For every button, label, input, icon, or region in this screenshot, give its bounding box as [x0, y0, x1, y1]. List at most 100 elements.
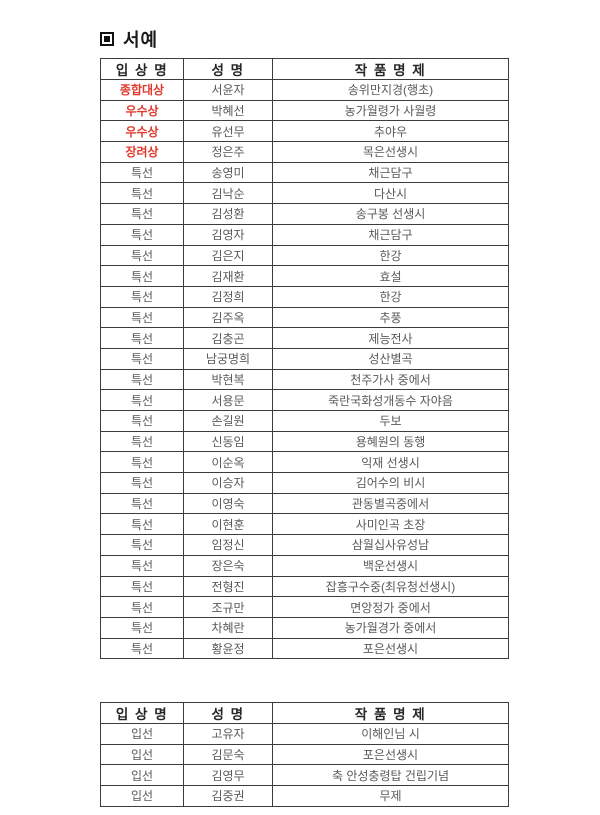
award-cell: 특선	[100, 306, 184, 329]
table-row: 입선 김중권 무제	[100, 785, 509, 807]
award-cell: 입선	[100, 764, 184, 787]
award-cell: 장려상	[100, 141, 184, 163]
award-cell: 특선	[100, 596, 184, 618]
column-header-2: 작 품 명 제	[272, 58, 509, 80]
column-header-0: 입 상 명	[100, 58, 184, 80]
award-cell: 특선	[100, 182, 184, 205]
award-cell: 특선	[100, 203, 184, 225]
award-cell: 특선	[100, 637, 184, 660]
table-row: 우수상 박혜선 농가월령가 사월령	[100, 99, 509, 122]
name-cell: 송영미	[183, 161, 273, 184]
table-row: 입선 고유자 이해인님 시	[100, 723, 509, 745]
name-cell: 김영자	[183, 223, 273, 246]
work-cell: 포은선생시	[272, 637, 509, 660]
name-cell: 전형진	[183, 575, 273, 598]
table-row: 특선 송영미 채근담구	[100, 161, 509, 184]
award-cell: 우수상	[100, 99, 184, 122]
work-cell: 송위만지경(행초)	[272, 79, 509, 101]
work-cell: 송구봉 선생시	[272, 203, 509, 225]
work-cell: 죽란국화성개동수 자야음	[272, 389, 509, 411]
column-header-1: 성 명	[183, 58, 273, 80]
award-cell: 종합대상	[100, 79, 184, 101]
award-cell: 특선	[100, 616, 184, 639]
award-cell: 특선	[100, 161, 184, 184]
work-cell: 한강	[272, 244, 509, 267]
work-cell: 포은선생시	[272, 743, 509, 766]
award-cell: 특선	[100, 451, 184, 474]
table-row: 특선 남궁명희 성산별곡	[100, 347, 509, 370]
column-header-0: 입 상 명	[100, 702, 184, 724]
table-row: 특선 김주옥 추풍	[100, 306, 509, 329]
award-cell: 특선	[100, 389, 184, 411]
work-cell: 면앙정가 중에서	[272, 596, 509, 618]
award-cell: 특선	[100, 244, 184, 267]
work-cell: 김어수의 비시	[272, 472, 509, 494]
work-cell: 천주가사 중에서	[272, 368, 509, 391]
name-cell: 이영숙	[183, 492, 273, 515]
table-row: 특선 김성환 송구봉 선생시	[100, 203, 509, 225]
table-row: 특선 신동임 용혜원의 동행	[100, 430, 509, 453]
award-cell: 입선	[100, 785, 184, 807]
name-cell: 김성환	[183, 203, 273, 225]
title-square-icon	[100, 32, 114, 46]
name-cell: 황윤정	[183, 637, 273, 660]
name-cell: 김낙순	[183, 182, 273, 205]
name-cell: 김은지	[183, 244, 273, 267]
work-cell: 추야우	[272, 120, 509, 143]
award-cell: 특선	[100, 368, 184, 391]
table-row: 특선 박현복 천주가사 중에서	[100, 368, 509, 391]
table-row: 종합대상 서윤자 송위만지경(행초)	[100, 79, 509, 101]
table-row: 특선 이승자 김어수의 비시	[100, 472, 509, 494]
work-cell: 잡흥구수중(최유청선생시)	[272, 575, 509, 598]
name-cell: 이승자	[183, 472, 273, 494]
award-cell: 특선	[100, 534, 184, 556]
table-row: 특선 조규만 면앙정가 중에서	[100, 596, 509, 618]
work-cell: 성산별곡	[272, 347, 509, 370]
award-cell: 특선	[100, 410, 184, 432]
award-cell: 특선	[100, 472, 184, 494]
name-cell: 박현복	[183, 368, 273, 391]
table-row: 특선 김충곤 제능전사	[100, 327, 509, 349]
work-cell: 관동별곡중에서	[272, 492, 509, 515]
table-row: 특선 이현훈 사미인곡 초장	[100, 513, 509, 536]
name-cell: 차혜란	[183, 616, 273, 639]
award-cell: 특선	[100, 223, 184, 246]
table-row: 특선 서용문 죽란국화성개동수 자야음	[100, 389, 509, 411]
table-row: 특선 차혜란 농가월경가 중에서	[100, 616, 509, 639]
name-cell: 조규만	[183, 596, 273, 618]
table-row: 특선 임정신 삼월십사유성남	[100, 534, 509, 556]
work-cell: 효설	[272, 265, 509, 287]
name-cell: 김재환	[183, 265, 273, 287]
name-cell: 김주옥	[183, 306, 273, 329]
work-cell: 무제	[272, 785, 509, 807]
table-row: 특선 전형진 잡흥구수중(최유청선생시)	[100, 575, 509, 598]
name-cell: 서윤자	[183, 79, 273, 101]
name-cell: 박혜선	[183, 99, 273, 122]
award-cell: 특선	[100, 327, 184, 349]
section-title: 서예	[100, 26, 158, 52]
table-row: 장려상 정은주 목은선생시	[100, 141, 509, 163]
column-header-1: 성 명	[183, 702, 273, 724]
work-cell: 이해인님 시	[272, 723, 509, 745]
award-cell: 입선	[100, 743, 184, 766]
award-cell: 특선	[100, 513, 184, 536]
table-row: 특선 장은숙 백운선생시	[100, 554, 509, 577]
work-cell: 농가월령가 사월령	[272, 99, 509, 122]
award-cell: 특선	[100, 554, 184, 577]
work-cell: 용혜원의 동행	[272, 430, 509, 453]
name-cell: 유선무	[183, 120, 273, 143]
name-cell: 김영무	[183, 764, 273, 787]
award-cell: 특선	[100, 492, 184, 515]
name-cell: 이순옥	[183, 451, 273, 474]
name-cell: 김중권	[183, 785, 273, 807]
table-row: 입선 김문숙 포은선생시	[100, 743, 509, 766]
name-cell: 장은숙	[183, 554, 273, 577]
award-cell: 특선	[100, 285, 184, 308]
work-cell: 채근담구	[272, 223, 509, 246]
name-cell: 김문숙	[183, 743, 273, 766]
name-cell: 고유자	[183, 723, 273, 745]
